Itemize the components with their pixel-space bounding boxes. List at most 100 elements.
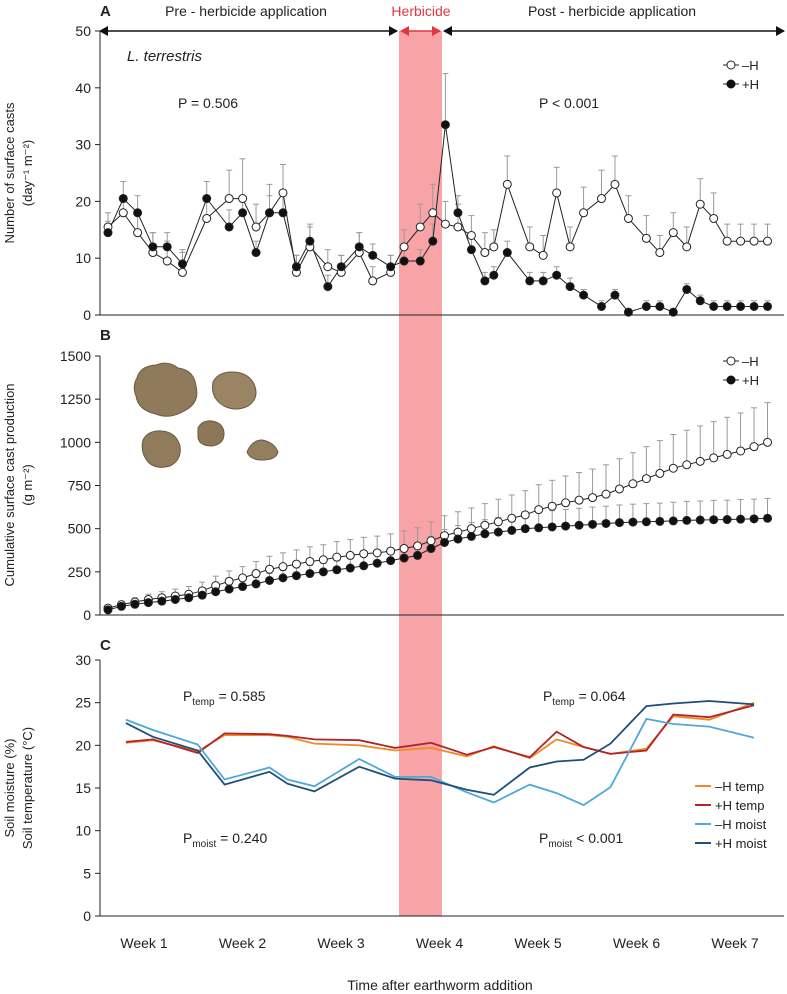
plus-h-data-point [614,518,624,528]
panel-b-letter: B [100,327,111,344]
minus-h-data-point [561,498,571,508]
minus-h-data-point [695,456,705,466]
stat-pre-moist-p: P [183,830,192,846]
cast-5 [246,439,279,461]
x-tick-label: Week 2 [219,935,266,951]
panel-c-stat-post-temp: Ptemp = 0.064 [543,688,626,708]
minus-h-data-point [359,549,369,559]
panel-a-ylabel-line1: Number of surface casts [2,102,17,243]
minus-h-data-point [291,559,301,569]
minus-h-data-point [763,437,773,447]
panel-c-legend: –H temp +H temp –H moist +H moist [695,779,767,851]
plus-h-series-line [107,124,768,313]
stat-post-moist-p: P [539,830,548,846]
plus-h-data-point [695,515,705,525]
y-tick-label: 20 [75,737,91,753]
legend-b-minus-marker [726,356,736,366]
y-tick-label: 30 [75,652,91,668]
panel-b-ylabel-line2: (g m⁻²) [20,464,35,506]
minus-h-data-point [749,236,759,246]
panel-a-y-ticks: 0 10 20 30 40 50 [75,23,100,323]
plus-h-data-point [224,584,234,594]
minus-h-data-point [682,460,692,470]
plus-h-temp-series-line [125,704,755,759]
x-axis-label: Time after earthworm addition [347,977,532,993]
plus-h-data-point [453,534,463,544]
y-tick-label: 10 [75,823,91,839]
y-tick-label: 5 [83,865,91,881]
plus-h-data-point [415,256,425,266]
plus-h-data-point [323,282,333,292]
y-tick-label: 0 [83,307,91,323]
plus-h-data-point [130,599,140,609]
minus-h-data-point [574,495,584,505]
plus-h-data-point [709,515,719,525]
minus-h-series-line [107,182,768,282]
legend-a-plus-marker [726,79,736,89]
plus-h-data-point [133,208,143,218]
legend-c-minus-temp-label: –H temp [715,779,764,794]
minus-h-data-point [588,493,598,503]
plus-h-data-point [184,593,194,603]
minus-h-data-point [597,194,607,204]
y-tick-label: 1500 [60,348,91,364]
minus-h-data-point [655,248,665,258]
x-tick-label: Week 7 [711,935,758,951]
y-tick-label: 1000 [60,434,91,450]
plus-h-data-point [103,228,113,238]
herbicide-phase-label: Herbicide [391,3,450,19]
legend-c-plus-moist-label: +H moist [715,836,767,851]
plus-h-data-point [202,194,212,204]
minus-h-data-point [305,556,315,566]
minus-h-data-point [251,222,261,232]
minus-h-data-point [372,548,382,558]
minus-h-data-point [386,546,396,556]
stat-post-temp-p: P [543,688,552,704]
minus-h-data-point [224,194,234,204]
minus-h-data-point [489,242,499,252]
cast-2 [212,371,257,410]
panel-c-stat-post-moist: Pmoist < 0.001 [539,830,623,850]
y-tick-label: 1250 [60,391,91,407]
plus-h-data-point [547,522,557,532]
legend-a-minus-label: –H [742,58,759,73]
panel-a-ylabel-line2: (day⁻¹ m⁻²) [20,140,35,206]
plus-h-data-point [565,282,575,292]
plus-h-data-point [682,515,692,525]
panel-b: B 0 250 500 750 1000 1250 1500 Cumulative surf… [2,327,784,623]
plus-h-data-point [749,301,759,311]
minus-h-data-point [641,233,651,243]
minus-h-data-point [480,520,490,530]
plus-h-data-point [354,242,364,252]
minus-h-data-point [655,468,665,478]
plus-h-data-point [251,579,261,589]
minus-h-data-point [332,552,342,562]
minus-h-data-point [345,550,355,560]
minus-h-data-point [507,513,517,523]
plus-h-data-point [211,587,221,597]
plus-h-data-point [763,301,773,311]
minus-h-data-point [118,208,128,218]
plus-h-data-point [588,519,598,529]
minus-h-data-point [278,562,288,572]
y-tick-label: 25 [75,695,91,711]
plus-h-data-point [534,523,544,533]
plus-h-data-point [628,517,638,527]
minus-h-data-point [413,541,423,551]
plus-h-data-point [466,245,476,255]
plus-h-data-point [278,208,288,218]
panel-c-ylabel-line1: Soil moisture (%) [2,739,17,838]
plus-h-data-point [368,250,378,260]
plus-h-data-point [552,270,562,280]
legend-a-plus-label: +H [742,77,759,92]
legend-a-minus-marker [726,60,736,70]
minus-h-data-point [709,213,719,223]
plus-h-data-point [480,276,490,286]
plus-h-data-point [525,276,535,286]
minus-h-data-point [162,256,172,266]
plus-h-data-point [238,208,248,218]
panel-a-marks [103,73,773,317]
plus-h-data-point [480,529,490,539]
plus-h-data-point [103,605,113,615]
plus-h-data-point [709,301,719,311]
